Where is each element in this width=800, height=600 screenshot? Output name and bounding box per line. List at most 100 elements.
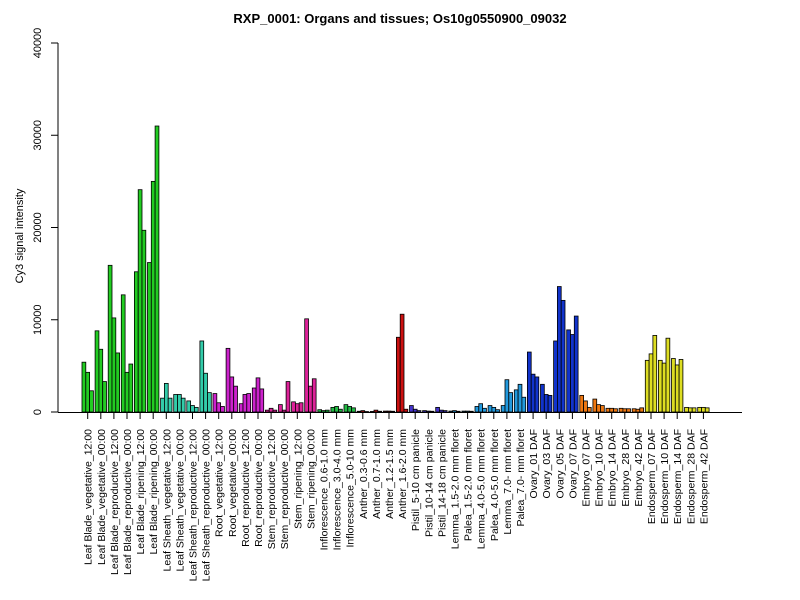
bar bbox=[268, 407, 274, 413]
bar bbox=[238, 403, 244, 413]
y-tick-label: 0 bbox=[32, 409, 44, 415]
bar bbox=[644, 359, 650, 413]
x-tick-label: Ovary_07 DAF bbox=[567, 429, 579, 498]
x-tick-label: Embryo_28 DAF bbox=[620, 429, 632, 507]
bar bbox=[543, 394, 549, 413]
bar bbox=[482, 407, 487, 413]
bar bbox=[317, 409, 322, 413]
bar bbox=[167, 397, 173, 413]
bar bbox=[212, 393, 218, 413]
bar bbox=[147, 262, 152, 413]
x-tick-label: Embryo_07 DAF bbox=[581, 429, 593, 507]
bar bbox=[304, 318, 309, 413]
y-tick-label: 10000 bbox=[32, 304, 44, 335]
bar bbox=[150, 180, 156, 413]
x-tick-label: Embryo_14 DAF bbox=[607, 429, 619, 507]
bar bbox=[579, 394, 584, 413]
x-tick-label: Stem_ripening_12:00 bbox=[292, 429, 304, 529]
bar bbox=[233, 385, 238, 413]
x-tick-label: Embryo_10 DAF bbox=[594, 429, 606, 507]
x-tick-label: Inflorescence_0.6-1.0 mm bbox=[319, 429, 331, 551]
x-tick-label: Inflorescence_3.0-4.0 mm bbox=[332, 429, 344, 551]
x-tick-label: Root_vegetative_12:00 bbox=[214, 429, 226, 537]
bar bbox=[442, 410, 448, 413]
bar bbox=[553, 340, 558, 413]
bar bbox=[180, 397, 186, 413]
bar bbox=[691, 407, 697, 413]
bar bbox=[81, 361, 87, 413]
bar bbox=[429, 410, 435, 413]
y-tick-label: 30000 bbox=[32, 120, 44, 151]
x-tick-label: Root_vegetative_00:00 bbox=[227, 429, 239, 537]
x-tick-label: Anther_1.2-1.5 mm bbox=[384, 429, 396, 519]
bar bbox=[242, 394, 248, 413]
bar bbox=[141, 229, 147, 413]
bar bbox=[356, 410, 362, 413]
bar bbox=[377, 410, 382, 413]
bar bbox=[626, 408, 631, 413]
bar bbox=[102, 381, 107, 413]
x-tick-label: Ovary_05 DAF bbox=[554, 429, 566, 498]
bar bbox=[487, 405, 493, 413]
bar bbox=[609, 407, 614, 413]
x-tick-label: Pistil_10-14 cm panicle bbox=[423, 429, 435, 537]
bar bbox=[298, 402, 304, 413]
bar bbox=[403, 408, 409, 413]
bar bbox=[674, 364, 680, 413]
bar bbox=[133, 271, 139, 413]
x-tick-label: Endosperm_10 DAF bbox=[659, 429, 671, 524]
x-tick-label: Leaf Sheath_vegetative_00:00 bbox=[174, 429, 186, 572]
x-tick-label: Ovary_01 DAF bbox=[528, 429, 540, 498]
bar bbox=[560, 299, 566, 413]
bar bbox=[98, 348, 104, 413]
bar bbox=[255, 377, 261, 413]
bar bbox=[613, 408, 618, 413]
bar bbox=[285, 381, 291, 413]
bar bbox=[294, 403, 300, 413]
bar bbox=[439, 409, 444, 413]
x-tick-label: Leaf Sheath_reproductive_00:00 bbox=[201, 429, 213, 582]
bar bbox=[386, 410, 392, 413]
x-tick-label: Pistil_5-10 cm panicle bbox=[410, 429, 422, 531]
bar bbox=[395, 336, 401, 413]
bar bbox=[154, 125, 160, 413]
bar bbox=[85, 371, 91, 413]
bar bbox=[111, 317, 117, 413]
bar bbox=[107, 264, 113, 413]
bar bbox=[422, 410, 427, 413]
bar bbox=[465, 410, 470, 413]
bar bbox=[124, 371, 130, 413]
bar bbox=[658, 359, 663, 413]
bar bbox=[521, 396, 527, 413]
bar bbox=[343, 404, 349, 413]
bar bbox=[311, 378, 317, 413]
bar bbox=[199, 340, 205, 413]
bar bbox=[600, 405, 605, 413]
bar bbox=[596, 404, 601, 413]
bar bbox=[639, 407, 644, 413]
x-tick-label: Palea_1.5-2.0 mm floret bbox=[463, 429, 475, 541]
bar bbox=[648, 353, 654, 413]
bar bbox=[390, 410, 396, 413]
y-tick-label: 20000 bbox=[32, 212, 44, 243]
bar bbox=[534, 376, 540, 413]
x-tick-label: Leaf Blade_vegetative_12:00 bbox=[83, 429, 95, 565]
x-tick-label: Lemma_4.0-5.0 mm floret bbox=[476, 429, 488, 549]
bar bbox=[347, 406, 352, 413]
x-tick-label: Endosperm_14 DAF bbox=[672, 429, 684, 524]
bar bbox=[425, 410, 431, 413]
bar bbox=[455, 410, 461, 413]
x-tick-label: Endosperm_07 DAF bbox=[646, 429, 658, 524]
x-tick-label: Lemma_1.5-2.0 mm floret bbox=[450, 429, 462, 549]
bar bbox=[701, 406, 706, 413]
bar bbox=[137, 189, 143, 413]
bar bbox=[678, 359, 684, 413]
bar bbox=[94, 330, 100, 413]
bar bbox=[618, 407, 624, 413]
bar bbox=[278, 404, 283, 413]
bar bbox=[173, 394, 178, 413]
x-tick-label: Stem_ripening_00:00 bbox=[305, 429, 317, 529]
bar bbox=[622, 408, 628, 413]
x-tick-label: Endosperm_42 DAF bbox=[698, 429, 710, 524]
